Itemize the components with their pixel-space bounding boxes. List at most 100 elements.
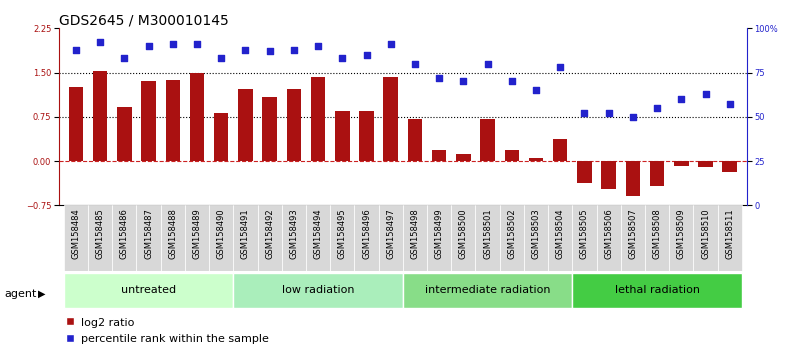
Text: GSM158490: GSM158490 (217, 209, 226, 259)
Bar (88, 205, 112, 271)
Text: GSM158511: GSM158511 (725, 209, 734, 259)
Bar (432, 150, 446, 161)
Text: GSM158488: GSM158488 (168, 209, 178, 259)
Text: GSM158485: GSM158485 (96, 209, 105, 259)
Point (626, 114, 639, 120)
Point (336, 56, 348, 61)
Text: intermediate radiation: intermediate radiation (424, 285, 550, 295)
Bar (330, 205, 354, 271)
Bar (233, 273, 402, 308)
Text: low radiation: low radiation (282, 285, 354, 295)
Text: GSM158506: GSM158506 (604, 209, 613, 259)
Bar (209, 205, 233, 271)
Bar (572, 205, 597, 271)
Bar (456, 154, 471, 161)
Bar (621, 205, 645, 271)
Bar (476, 205, 500, 271)
Point (70, 47, 83, 52)
Bar (500, 205, 524, 271)
Text: GSM158498: GSM158498 (410, 209, 420, 259)
Bar (645, 205, 669, 271)
Bar (64, 273, 233, 308)
Bar (408, 119, 422, 161)
Text: GSM158496: GSM158496 (362, 209, 371, 259)
Point (215, 56, 227, 61)
Bar (233, 205, 258, 271)
Point (312, 43, 325, 49)
Point (505, 79, 518, 84)
Point (167, 41, 179, 47)
Bar (379, 205, 402, 271)
Text: GSM158484: GSM158484 (72, 209, 80, 259)
Bar (359, 111, 374, 161)
Bar (601, 161, 616, 189)
Point (191, 41, 204, 47)
Bar (698, 161, 713, 167)
Point (118, 56, 130, 61)
Point (288, 47, 300, 52)
Text: GSM158489: GSM158489 (193, 209, 201, 259)
Text: GSM158492: GSM158492 (265, 209, 274, 259)
Text: GSM158509: GSM158509 (677, 209, 686, 259)
Point (263, 48, 276, 54)
Bar (529, 158, 543, 161)
Bar (189, 73, 204, 161)
Point (239, 47, 252, 52)
Text: untreated: untreated (121, 285, 176, 295)
Bar (64, 205, 88, 271)
Point (142, 43, 155, 49)
Bar (185, 205, 209, 271)
Bar (68, 87, 83, 161)
Point (433, 75, 446, 81)
Text: GSM158501: GSM158501 (483, 209, 492, 259)
Bar (214, 113, 229, 161)
Text: GSM158499: GSM158499 (435, 209, 443, 259)
Bar (166, 80, 180, 161)
Text: agent: agent (4, 289, 36, 299)
Text: lethal radiation: lethal radiation (615, 285, 700, 295)
Bar (402, 273, 572, 308)
Bar (384, 77, 398, 161)
Text: GSM158508: GSM158508 (652, 209, 662, 259)
Bar (141, 81, 156, 161)
Bar (524, 205, 548, 271)
Bar (548, 205, 572, 271)
Point (409, 61, 421, 67)
Point (360, 52, 373, 58)
Bar (505, 150, 519, 161)
Text: ▶: ▶ (38, 289, 46, 299)
Bar (287, 89, 301, 161)
Point (384, 41, 397, 47)
Bar (722, 161, 737, 172)
Bar (553, 139, 567, 161)
Bar (112, 205, 137, 271)
Text: GSM158486: GSM158486 (119, 209, 129, 259)
Bar (669, 205, 693, 271)
Bar (238, 89, 252, 161)
Bar (263, 97, 277, 161)
Bar (572, 273, 742, 308)
Point (602, 110, 615, 116)
Text: GSM158510: GSM158510 (701, 209, 710, 259)
Point (94, 40, 106, 45)
Bar (160, 205, 185, 271)
Bar (281, 205, 306, 271)
Point (675, 96, 688, 102)
Bar (693, 205, 718, 271)
Point (700, 91, 712, 97)
Legend: log2 ratio, percentile rank within the sample: log2 ratio, percentile rank within the s… (64, 317, 269, 344)
Text: GSM158493: GSM158493 (289, 209, 299, 259)
Point (723, 102, 736, 107)
Bar (451, 205, 476, 271)
Text: GSM158507: GSM158507 (628, 209, 637, 259)
Bar (306, 205, 330, 271)
Text: GSM158487: GSM158487 (144, 209, 153, 259)
Bar (335, 111, 350, 161)
Bar (674, 161, 689, 166)
Text: GSM158505: GSM158505 (580, 209, 589, 259)
Text: GSM158497: GSM158497 (386, 209, 395, 259)
Bar (354, 205, 379, 271)
Text: GSM158495: GSM158495 (338, 209, 347, 259)
Text: GSM158494: GSM158494 (314, 209, 322, 259)
Text: GSM158504: GSM158504 (556, 209, 564, 259)
